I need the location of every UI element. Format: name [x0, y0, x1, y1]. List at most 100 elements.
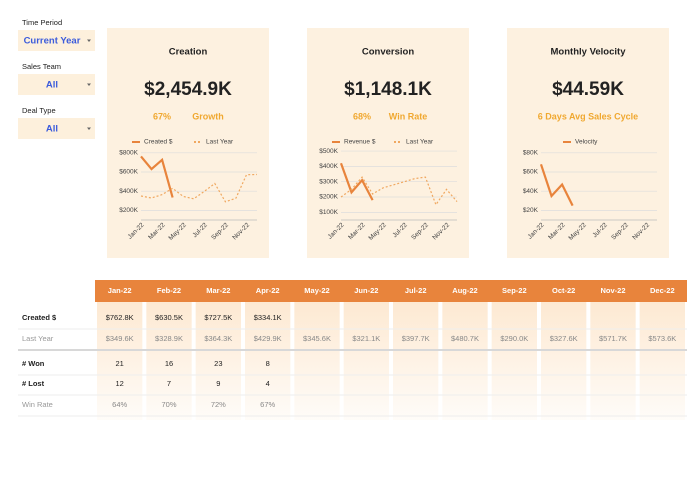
table-cell: $334.1K	[254, 313, 282, 322]
kpi-percent: 68%	[353, 111, 371, 121]
series-line	[339, 162, 374, 201]
column-header: Sep-22	[502, 286, 527, 295]
column-background	[245, 302, 291, 420]
column-header: May-22	[304, 286, 329, 295]
y-tick-label: $300K	[319, 178, 338, 185]
filter-dropdown[interactable]	[18, 118, 95, 139]
y-tick-label: $20K	[523, 207, 539, 214]
table-cell: 8	[266, 359, 270, 368]
kpi-value: $1,148.1K	[344, 79, 432, 100]
table-cell: 70%	[161, 400, 176, 409]
column-header: Aug-22	[452, 286, 477, 295]
table-cell: 12	[115, 379, 123, 388]
card-title: Creation	[169, 47, 208, 58]
column-background	[442, 302, 488, 420]
y-tick-label: $100K	[319, 209, 338, 216]
table-cell: 16	[165, 359, 173, 368]
column-header: Jan-22	[108, 286, 132, 295]
card-title: Conversion	[362, 47, 414, 58]
y-tick-label: $80K	[523, 150, 539, 157]
card-title: Monthly Velocity	[551, 47, 627, 58]
table-cell: 9	[216, 379, 220, 388]
table-header	[95, 280, 687, 302]
filter-value[interactable]: All	[46, 124, 58, 135]
table-cell: $762.8K	[106, 313, 134, 322]
series-line	[140, 155, 174, 198]
row-label: # Lost	[22, 379, 45, 388]
column-background	[343, 302, 389, 420]
row-label: Last Year	[22, 334, 54, 343]
kpi-value: $2,454.9K	[144, 79, 232, 100]
table-cell: $571.7K	[599, 334, 627, 343]
kpi-percent: 67%	[153, 111, 171, 121]
table-cell: $727.5K	[204, 313, 232, 322]
y-tick-label: $60K	[523, 169, 539, 176]
column-header: Feb-22	[157, 286, 181, 295]
column-background	[393, 302, 439, 420]
row-label: # Won	[22, 359, 45, 368]
table-cell: $345.6K	[303, 334, 331, 343]
filter-value[interactable]: All	[46, 80, 58, 91]
column-background	[639, 302, 685, 420]
legend-label: Last Year	[206, 139, 234, 146]
column-background	[195, 302, 241, 420]
column-background	[541, 302, 587, 420]
table-cell: 64%	[112, 400, 127, 409]
filter-dropdown[interactable]	[18, 30, 95, 51]
y-tick-label: $400K	[119, 188, 138, 195]
table-cell: 7	[167, 379, 171, 388]
row-label: Win Rate	[22, 400, 53, 409]
table-cell: $290.0K	[500, 334, 528, 343]
column-background	[146, 302, 192, 420]
y-tick-label: $500K	[319, 148, 338, 155]
column-background	[491, 302, 537, 420]
series-line	[340, 176, 458, 206]
table-cell: $328.9K	[155, 334, 183, 343]
kpi-subtitle: 6 Days Avg Sales Cycle	[538, 111, 638, 121]
kpi-value: $44.59K	[552, 79, 624, 100]
dropdown-caret	[87, 83, 91, 86]
column-header: Mar-22	[206, 286, 230, 295]
y-tick-label: $40K	[523, 188, 539, 195]
legend-label: Last Year	[406, 139, 434, 146]
filter-label: Deal Type	[22, 106, 56, 115]
table-cell: $573.6K	[648, 334, 676, 343]
table-cell: $480.7K	[451, 334, 479, 343]
column-header: Jul-22	[405, 286, 427, 295]
series-line	[539, 163, 574, 207]
filter-label: Time Period	[22, 18, 62, 27]
filter-label: Sales Team	[22, 62, 61, 71]
column-header: Apr-22	[256, 286, 280, 295]
filter-dropdown[interactable]	[18, 74, 95, 95]
column-background	[294, 302, 340, 420]
legend-label: Revenue $	[344, 139, 376, 146]
column-header: Nov-22	[600, 286, 625, 295]
dropdown-caret	[87, 39, 91, 42]
column-background	[590, 302, 636, 420]
column-header: Oct-22	[552, 286, 575, 295]
row-label: Created $	[22, 313, 57, 322]
legend-label: Created $	[144, 139, 173, 146]
column-header: Jun-22	[354, 286, 378, 295]
table-cell: 21	[115, 359, 123, 368]
column-background	[97, 302, 143, 420]
table-cell: $397.7K	[402, 334, 430, 343]
y-tick-label: $600K	[119, 169, 138, 176]
table-cell: 72%	[211, 400, 226, 409]
kpi-percent-label: Growth	[192, 111, 224, 121]
filter-value[interactable]: Current Year	[24, 36, 81, 47]
table-cell: 4	[266, 379, 270, 388]
table-cell: $321.1K	[352, 334, 380, 343]
y-tick-label: $200K	[119, 207, 138, 214]
legend-label: Velocity	[575, 139, 598, 146]
table-cell: 67%	[260, 400, 275, 409]
table-cell: $429.9K	[254, 334, 282, 343]
table-cell: $630.5K	[155, 313, 183, 322]
y-tick-label: $400K	[319, 163, 338, 170]
series-line	[140, 173, 258, 203]
table-cell: $349.6K	[106, 334, 134, 343]
table-cell: $327.6K	[550, 334, 578, 343]
y-tick-label: $200K	[319, 194, 338, 201]
dropdown-caret	[87, 127, 91, 130]
